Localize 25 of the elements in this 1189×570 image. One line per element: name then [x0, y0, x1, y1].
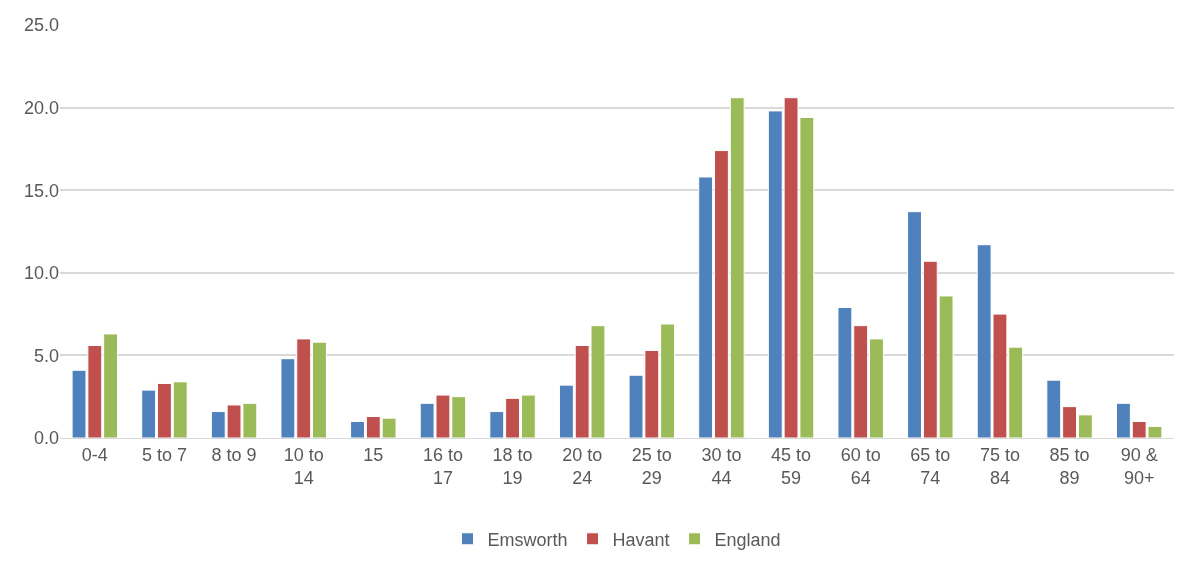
y-tick-label: 10.0: [23, 263, 59, 284]
x-tick-label: 25 to 29: [631, 444, 672, 488]
x-tick-label: 16 to 17: [422, 444, 463, 488]
x-tick-label: 85 to 89: [1049, 444, 1090, 488]
y-tick-label: 5.0: [33, 345, 59, 366]
y-tick-label: 0.0: [33, 428, 59, 449]
x-tick-label: 10 to 14: [283, 444, 324, 488]
x-tick-label: 8 to 9: [211, 444, 257, 465]
x-tick-label: 30 to 44: [701, 444, 742, 488]
x-tick-label: 20 to 24: [562, 444, 603, 488]
y-tick-label: 15.0: [23, 180, 59, 201]
x-tick-label: 5 to 7: [141, 444, 187, 465]
x-tick-label: 18 to 19: [492, 444, 533, 488]
x-tick-label: 15: [363, 444, 384, 465]
x-tick-label: 45 to 59: [771, 444, 812, 488]
legend-label: England: [714, 529, 781, 550]
x-tick-label: 90 & 90+: [1120, 444, 1158, 488]
legend-label: Emsworth: [487, 529, 568, 550]
y-tick-label: 20.0: [23, 97, 59, 118]
x-tick-label: 0-4: [81, 444, 108, 465]
legend-label: Havant: [612, 529, 670, 550]
x-tick-label: 65 to 74: [910, 444, 951, 488]
y-tick-label: 25.0: [23, 15, 59, 36]
x-tick-label: 75 to 84: [979, 444, 1020, 488]
x-tick-label: 60 to 64: [840, 444, 881, 488]
